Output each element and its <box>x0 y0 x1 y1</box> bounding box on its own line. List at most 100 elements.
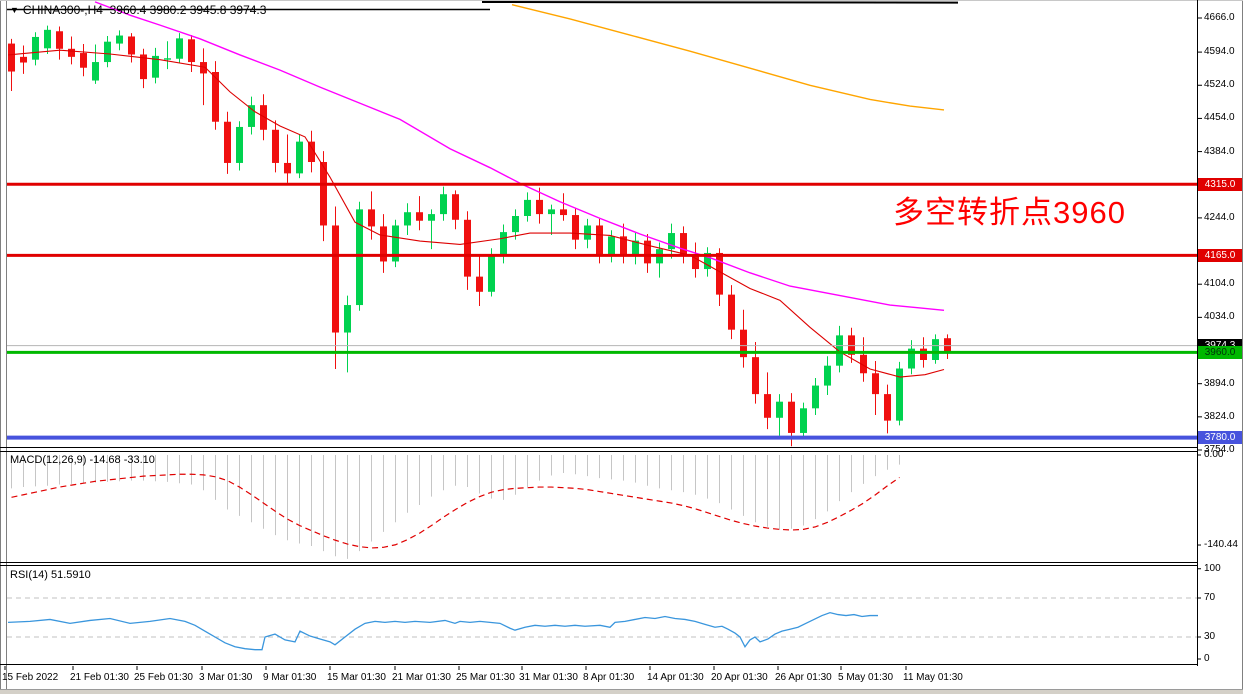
candle-body-up <box>356 209 363 306</box>
price-tick-label: 4384.0 <box>1204 145 1235 157</box>
macd-tick-label: -140.44 <box>1204 539 1238 550</box>
candle-body-down <box>308 141 315 162</box>
candle-body-down <box>752 357 759 395</box>
price-tick-label: 3894.0 <box>1204 377 1235 389</box>
time-tick-label: 14 Apr 01:30 <box>647 672 704 683</box>
candle-body-up <box>824 365 831 386</box>
candle-body-up <box>908 348 915 369</box>
candle-body-down <box>920 348 927 360</box>
candle-body-down <box>620 236 627 256</box>
candle-body-down <box>716 252 723 295</box>
candle-body-down <box>128 36 135 55</box>
candle-body-down <box>872 373 879 395</box>
candle-body-up <box>344 305 351 333</box>
candle-body-down <box>464 219 471 277</box>
price-tick-label: 4034.0 <box>1204 311 1235 323</box>
candle-body-up <box>440 194 447 215</box>
candle-body-down <box>272 129 279 163</box>
candle-body-down <box>20 56 27 63</box>
candle-body-down <box>320 162 327 226</box>
time-tick-label: 3 Mar 01:30 <box>199 672 253 683</box>
candle-body-down <box>188 39 195 63</box>
candle-body-up <box>668 233 675 250</box>
time-tick-label: 15 Feb 2022 <box>2 672 59 683</box>
candle-body-down <box>332 225 339 333</box>
candle-body-down <box>764 394 771 418</box>
price-tick-label: 4666.0 <box>1204 12 1235 23</box>
candle-body-down <box>452 194 459 220</box>
price-badge: 3960.0 <box>1198 345 1242 359</box>
candle-body-down <box>284 162 291 174</box>
time-tick-label: 5 May 01:30 <box>838 672 894 683</box>
price-badge: 4315.0 <box>1198 177 1242 191</box>
candle-body-down <box>788 401 795 433</box>
candle-body-up <box>800 408 807 433</box>
candle-body-down <box>560 209 567 216</box>
candle-body-up <box>704 252 711 270</box>
price-tick-label: 3754.0 <box>1204 444 1235 455</box>
candle-body-up <box>104 41 111 63</box>
candle-body-down <box>416 212 423 221</box>
time-tick-label: 15 Mar 01:30 <box>327 672 386 683</box>
rsi-tick-label: 30 <box>1204 631 1216 642</box>
macd-indicator-label: MACD(12,26,9) -14.68 -33.10 <box>10 454 155 466</box>
candle-body-down <box>680 233 687 255</box>
candle-body-down <box>380 226 387 262</box>
top-trendline-right <box>481 1 959 4</box>
price-tick-label: 4104.0 <box>1204 278 1235 290</box>
candle-body-up <box>836 335 843 366</box>
time-tick-label: 20 Apr 01:30 <box>711 672 768 683</box>
candle-body-up <box>548 209 555 215</box>
rsi-tick-label: 70 <box>1204 592 1216 603</box>
candle-body-down <box>536 199 543 215</box>
price-badge: 4165.0 <box>1198 248 1242 262</box>
candle-body-down <box>80 53 87 68</box>
rsi-line <box>7 611 878 651</box>
candle-body-down <box>848 335 855 355</box>
ma-slow-line <box>511 4 945 111</box>
chevron-down-icon[interactable]: ▼ <box>10 5 19 15</box>
time-tick-label: 25 Mar 01:30 <box>456 672 515 683</box>
candle-body-down <box>476 276 483 292</box>
time-tick-label: 31 Mar 01:30 <box>519 672 578 683</box>
candle-body-up <box>44 29 51 49</box>
candle-body-up <box>608 236 615 255</box>
ohlc-values-label: 3960.4 3980.2 3945.8 3974.3 <box>109 3 267 17</box>
candle-body-up <box>92 62 99 81</box>
candle-body-up <box>488 254 495 292</box>
macd-tick-label: 0.00 <box>1204 449 1224 460</box>
ma-mid-line <box>94 1 945 311</box>
candle-body-up <box>152 55 159 78</box>
price-tick-label: 4244.0 <box>1204 211 1235 223</box>
candle-body-down <box>212 72 219 122</box>
time-tick-label: 9 Mar 01:30 <box>263 672 317 683</box>
candle-body-up <box>932 339 939 360</box>
candle-body-down <box>224 121 231 163</box>
candle-body-down <box>884 394 891 421</box>
candle-body-down <box>68 48 75 57</box>
candle-body-down <box>860 354 867 374</box>
candle-body-up <box>524 199 531 216</box>
candle-body-up <box>584 225 591 240</box>
price-tick-label: 4594.0 <box>1204 46 1235 58</box>
candle-body-up <box>896 368 903 421</box>
window-bottom-edge <box>0 689 1243 694</box>
rsi-indicator-label: RSI(14) 51.5910 <box>10 569 91 581</box>
candle-body-down <box>8 43 15 72</box>
candle-body-up <box>164 58 171 60</box>
candle-body-up <box>392 225 399 262</box>
time-tick-label: 11 May 01:30 <box>903 672 963 683</box>
candle-body-up <box>500 232 507 255</box>
candle-body-down <box>56 31 63 49</box>
candle-body-down <box>692 254 699 270</box>
price-tick-label: 4454.0 <box>1204 112 1235 124</box>
candle-body-down <box>572 215 579 240</box>
macd-signal-line <box>11 473 900 549</box>
candle-body-up <box>632 240 639 256</box>
candle-body-up <box>248 105 255 127</box>
chart-title: ▼ CHINA300-,H4 3960.4 3980.2 3945.8 3974.… <box>10 3 266 17</box>
candle-body-up <box>296 141 303 174</box>
candle-body-down <box>260 105 267 130</box>
symbol-period-label: CHINA300-,H4 <box>22 3 103 17</box>
